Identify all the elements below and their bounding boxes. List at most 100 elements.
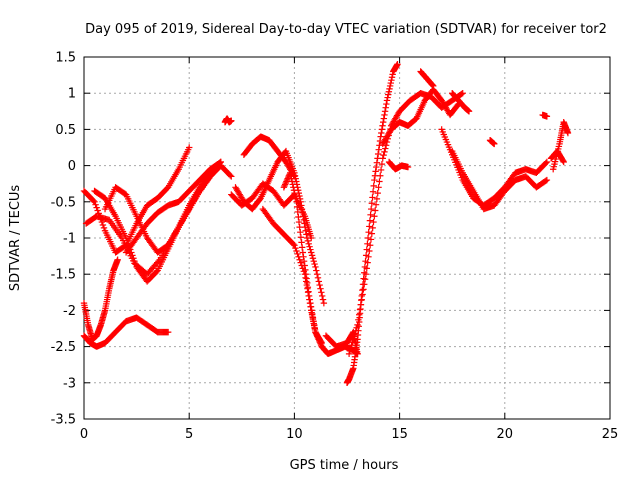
- data-point: [186, 144, 193, 151]
- data-point: [296, 223, 303, 231]
- data-point: [310, 318, 317, 325]
- data-point: [294, 250, 301, 258]
- series-sat-m: [280, 169, 325, 347]
- data-point: [350, 336, 357, 343]
- series-sat-f: [101, 162, 235, 256]
- x-tick-label: 15: [391, 427, 408, 442]
- data-point: [377, 172, 384, 179]
- data-point: [305, 292, 313, 300]
- data-point: [381, 148, 388, 156]
- x-tick-label: 5: [185, 427, 193, 442]
- data-point: [369, 224, 376, 232]
- data-point: [306, 243, 313, 250]
- data-point: [309, 314, 317, 321]
- data-point: [377, 133, 384, 140]
- data-point: [374, 150, 382, 158]
- data-point: [371, 213, 378, 220]
- data-point: [130, 255, 137, 262]
- data-point: [306, 296, 313, 303]
- data-point: [430, 82, 437, 90]
- data-point: [309, 310, 316, 318]
- data-point: [92, 201, 99, 208]
- data-point: [292, 244, 299, 252]
- data-point: [354, 321, 361, 329]
- data-point: [307, 299, 314, 307]
- data-point: [302, 271, 310, 278]
- x-axis: 0 5 10 15 20 25: [80, 57, 618, 442]
- data-point: [366, 217, 374, 224]
- data-point: [459, 90, 466, 97]
- data-point: [378, 129, 385, 137]
- data-point: [122, 234, 130, 242]
- data-point: [353, 324, 360, 331]
- data-point: [374, 189, 381, 197]
- data-point: [308, 234, 315, 242]
- data-point: [290, 240, 297, 248]
- data-point: [361, 281, 368, 288]
- data-point: [375, 184, 382, 191]
- data-point: [543, 176, 551, 184]
- data-point: [355, 316, 362, 324]
- data-point: [290, 187, 298, 194]
- x-axis-label: GPS time / hours: [290, 458, 399, 473]
- data-point: [286, 169, 294, 177]
- data-point: [382, 145, 389, 152]
- data-point: [372, 168, 379, 175]
- data-point: [312, 263, 319, 271]
- data-point: [381, 108, 389, 115]
- data-point: [299, 249, 307, 256]
- data-point: [372, 201, 380, 208]
- data-point: [385, 91, 392, 98]
- data-point: [346, 347, 354, 355]
- data-point: [375, 146, 382, 153]
- data-point: [291, 242, 298, 249]
- data-point: [373, 159, 381, 166]
- y-tick-label: -1: [63, 232, 76, 247]
- series-sat-z: [547, 147, 567, 166]
- data-point: [386, 82, 394, 90]
- data-point: [542, 177, 550, 185]
- data-point: [290, 171, 297, 179]
- data-point: [132, 260, 139, 268]
- y-tick-label: -0.5: [51, 195, 76, 210]
- y-tick-label: 1: [68, 87, 76, 102]
- data-point: [300, 257, 308, 265]
- series-sat-v: [449, 147, 551, 213]
- chart-title: Day 095 of 2019, Sidereal Day-to-day VTE…: [85, 22, 607, 37]
- data-point: [131, 257, 138, 265]
- series-sat-t: [449, 90, 473, 115]
- data-point: [381, 111, 388, 119]
- data-point: [404, 163, 412, 171]
- data-point: [319, 296, 327, 303]
- data-point: [388, 76, 395, 84]
- data-point: [289, 181, 296, 188]
- data-point: [359, 291, 366, 298]
- data-point: [367, 236, 375, 243]
- y-tick-label: -1.5: [51, 268, 76, 283]
- data-point: [153, 268, 160, 275]
- data-point: [361, 276, 369, 283]
- y-axis-label: SDTVAR / TECUs: [8, 185, 23, 292]
- data-point: [315, 278, 323, 285]
- data-point: [316, 281, 323, 289]
- data-point: [543, 113, 551, 120]
- data-point: [356, 306, 364, 313]
- data-point: [559, 157, 567, 165]
- data-point: [376, 178, 383, 185]
- data-point: [368, 230, 376, 237]
- series-sat-p: [345, 90, 466, 358]
- data-point: [314, 274, 322, 282]
- data-point: [564, 129, 572, 137]
- data-point: [283, 178, 290, 185]
- data-point: [304, 279, 311, 287]
- data-point: [228, 117, 235, 124]
- data-point: [364, 234, 372, 242]
- data-point: [347, 344, 354, 352]
- data-point: [282, 179, 289, 187]
- data-point: [380, 151, 387, 159]
- data-point: [363, 265, 370, 272]
- series-sat-l: [259, 205, 361, 358]
- data-point: [350, 333, 358, 340]
- y-tick-label: -2.5: [51, 340, 76, 355]
